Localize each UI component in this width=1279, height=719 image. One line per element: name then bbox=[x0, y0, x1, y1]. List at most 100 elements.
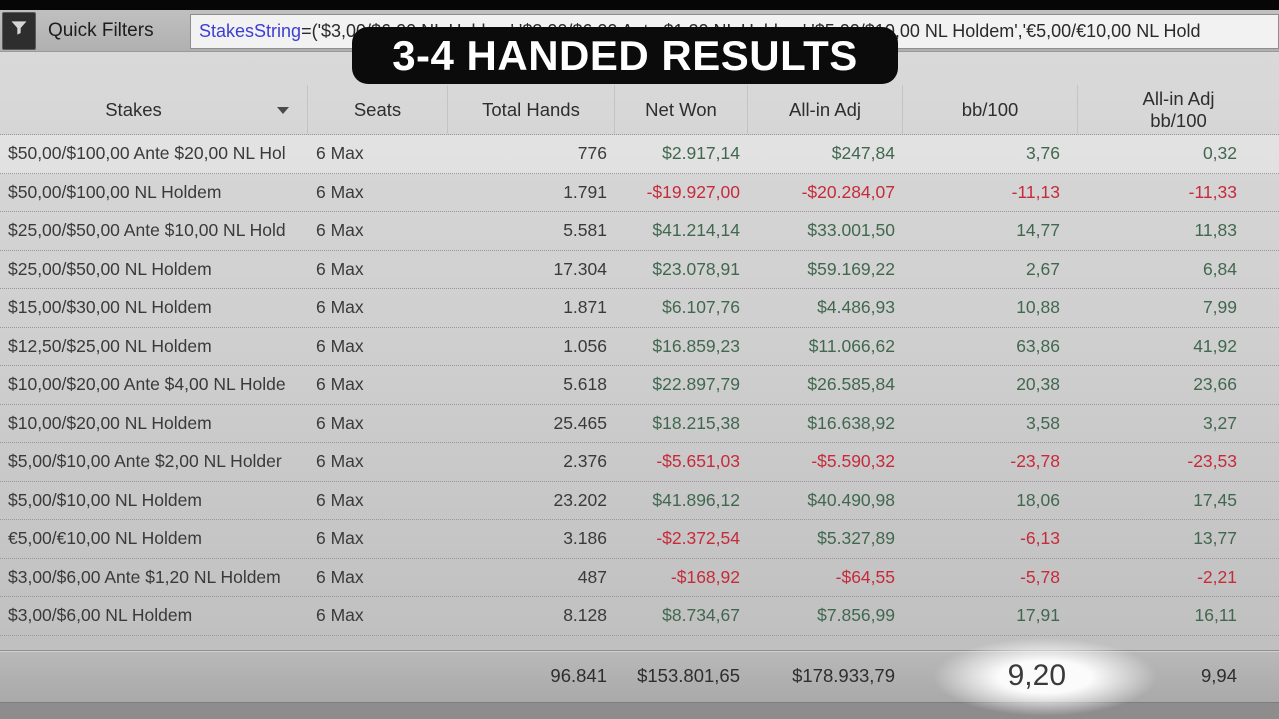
all-in-adj-bb100-header-line2: bb/100 bbox=[1150, 109, 1207, 131]
totals-net-won: $153.801,65 bbox=[637, 665, 740, 686]
all-in-adj-cell: $16.638,92 bbox=[807, 412, 895, 433]
bb100-cell: 18,06 bbox=[1016, 489, 1060, 510]
table-row[interactable]: €5,00/€10,00 NL Holdem 6 Max 3.186 -$2.3… bbox=[0, 520, 1279, 559]
net-won-cell: $23.078,91 bbox=[652, 258, 740, 279]
all-in-adj-bb100-cell: 23,66 bbox=[1193, 374, 1237, 395]
bb100-cell: 14,77 bbox=[1016, 220, 1060, 241]
table-row[interactable]: $5,00/$10,00 Ante $2,00 NL Holder 6 Max … bbox=[0, 443, 1279, 482]
seats-cell: 6 Max bbox=[316, 489, 364, 510]
bb100-cell: 3,76 bbox=[1025, 143, 1060, 164]
all-in-adj-cell: $5.327,89 bbox=[817, 528, 895, 549]
column-header-bb100[interactable]: bb/100 bbox=[903, 85, 1078, 134]
all-in-adj-cell: -$64,55 bbox=[835, 566, 895, 587]
all-in-adj-bb100-cell: 17,45 bbox=[1193, 489, 1237, 510]
total-hands-cell: 5.581 bbox=[563, 220, 607, 241]
table-row[interactable]: $50,00/$100,00 NL Holdem 6 Max 1.791 -$1… bbox=[0, 174, 1279, 212]
total-hands-cell: 1.791 bbox=[563, 181, 607, 202]
net-won-cell: -$2.372,54 bbox=[656, 528, 740, 549]
table-body: $50,00/$100,00 Ante $20,00 NL Hol 6 Max … bbox=[0, 135, 1279, 636]
table-header-row: Stakes Seats Total Hands Net Won All-in … bbox=[0, 85, 1279, 135]
stakes-header-label: Stakes bbox=[105, 98, 162, 120]
all-in-adj-cell: -$20.284,07 bbox=[801, 181, 895, 202]
column-header-all-in-adj-bb100[interactable]: All-in Adj bb/100 bbox=[1078, 85, 1279, 134]
bb100-cell: 2,67 bbox=[1025, 258, 1060, 279]
table-row[interactable]: $3,00/$6,00 NL Holdem 6 Max 8.128 $8.734… bbox=[0, 597, 1279, 636]
table-row[interactable]: $25,00/$50,00 Ante $10,00 NL Hold 6 Max … bbox=[0, 212, 1279, 251]
table-row[interactable]: $12,50/$25,00 NL Holdem 6 Max 1.056 $16.… bbox=[0, 328, 1279, 366]
funnel-icon bbox=[9, 18, 29, 43]
totals-row: 96.841 $153.801,65 $178.933,79 9,20 9,94 bbox=[0, 622, 1279, 719]
column-header-all-in-adj[interactable]: All-in Adj bbox=[748, 85, 903, 134]
total-hands-cell: 8.128 bbox=[563, 605, 607, 626]
column-header-seats[interactable]: Seats bbox=[308, 85, 448, 134]
seats-cell: 6 Max bbox=[316, 258, 364, 279]
sort-arrow-icon[interactable] bbox=[277, 106, 289, 114]
all-in-adj-bb100-cell: 16,11 bbox=[1194, 605, 1238, 626]
stakes-cell: $5,00/$10,00 Ante $2,00 NL Holder bbox=[8, 451, 282, 472]
all-in-adj-cell: $59.169,22 bbox=[807, 258, 895, 279]
all-in-adj-bb100-cell: 7,99 bbox=[1202, 297, 1237, 318]
stakes-cell: €5,00/€10,00 NL Holdem bbox=[8, 528, 202, 549]
table-row[interactable]: $15,00/$30,00 NL Holdem 6 Max 1.871 $6.1… bbox=[0, 289, 1279, 328]
all-in-adj-cell: $40.490,98 bbox=[807, 489, 895, 510]
seats-cell: 6 Max bbox=[316, 181, 364, 202]
all-in-adj-bb100-cell: -11,33 bbox=[1188, 181, 1237, 202]
seats-cell: 6 Max bbox=[316, 605, 364, 626]
all-in-adj-cell: $11.066,62 bbox=[808, 335, 895, 356]
table-row[interactable]: $3,00/$6,00 Ante $1,20 NL Holdem 6 Max 4… bbox=[0, 559, 1279, 597]
stakes-cell: $10,00/$20,00 NL Holdem bbox=[8, 412, 212, 433]
filter-button[interactable] bbox=[2, 11, 36, 50]
filter-key-text: StakesString bbox=[199, 21, 302, 41]
total-hands-cell: 3.186 bbox=[563, 528, 607, 549]
stakes-cell: $15,00/$30,00 NL Holdem bbox=[8, 297, 212, 318]
seats-cell: 6 Max bbox=[316, 143, 364, 164]
table-row[interactable]: $50,00/$100,00 Ante $20,00 NL Hol 6 Max … bbox=[0, 135, 1279, 174]
totals-total-hands: 96.841 bbox=[550, 665, 607, 686]
seats-cell: 6 Max bbox=[316, 335, 364, 356]
all-in-adj-bb100-header-line1: All-in Adj bbox=[1142, 88, 1215, 110]
all-in-adj-bb100-cell: 13,77 bbox=[1193, 528, 1237, 549]
results-table: Stakes Seats Total Hands Net Won All-in … bbox=[0, 52, 1279, 719]
table-row[interactable]: $10,00/$20,00 NL Holdem 6 Max 25.465 $18… bbox=[0, 405, 1279, 443]
bb100-cell: 17,91 bbox=[1016, 605, 1060, 626]
stakes-cell: $50,00/$100,00 NL Holdem bbox=[8, 181, 222, 202]
total-hands-cell: 776 bbox=[577, 143, 607, 164]
top-black-strip bbox=[0, 0, 1279, 10]
all-in-adj-bb100-cell: 0,32 bbox=[1202, 143, 1237, 164]
video-title-banner: 3-4 HANDED RESULTS bbox=[352, 27, 898, 84]
column-header-stakes[interactable]: Stakes bbox=[0, 85, 308, 134]
banner-title: 3-4 HANDED RESULTS bbox=[392, 31, 858, 79]
net-won-cell: $8.734,67 bbox=[662, 605, 740, 626]
stakes-cell: $25,00/$50,00 NL Holdem bbox=[8, 258, 212, 279]
all-in-adj-bb100-cell: 41,92 bbox=[1193, 335, 1237, 356]
total-hands-cell: 1.871 bbox=[563, 297, 607, 318]
totals-all-in-adj: $178.933,79 bbox=[792, 665, 895, 686]
table-row[interactable]: $10,00/$20,00 Ante $4,00 NL Holde 6 Max … bbox=[0, 366, 1279, 405]
net-won-cell: $6.107,76 bbox=[662, 297, 740, 318]
net-won-cell: $16.859,23 bbox=[652, 335, 740, 356]
column-header-net-won[interactable]: Net Won bbox=[615, 85, 748, 134]
all-in-adj-bb100-cell: 11,83 bbox=[1194, 220, 1238, 241]
seats-cell: 6 Max bbox=[316, 528, 364, 549]
stakes-cell: $12,50/$25,00 NL Holdem bbox=[8, 335, 212, 356]
total-hands-cell: 2.376 bbox=[563, 451, 607, 472]
all-in-adj-bb100-cell: 6,84 bbox=[1202, 258, 1237, 279]
bb100-header-label: bb/100 bbox=[961, 98, 1019, 120]
bb100-cell: 63,86 bbox=[1016, 335, 1060, 356]
bb100-cell: -11,13 bbox=[1011, 181, 1060, 202]
net-won-cell: $41.214,14 bbox=[652, 220, 740, 241]
seats-cell: 6 Max bbox=[316, 451, 364, 472]
seats-cell: 6 Max bbox=[316, 412, 364, 433]
column-header-total-hands[interactable]: Total Hands bbox=[448, 85, 615, 134]
totals-bb100: 9,20 bbox=[1007, 659, 1066, 692]
table-row[interactable]: $25,00/$50,00 NL Holdem 6 Max 17.304 $23… bbox=[0, 251, 1279, 289]
net-won-cell: $2.917,14 bbox=[662, 143, 740, 164]
total-hands-cell: 5.618 bbox=[563, 374, 607, 395]
net-won-cell: -$5.651,03 bbox=[656, 451, 740, 472]
table-row[interactable]: $5,00/$10,00 NL Holdem 6 Max 23.202 $41.… bbox=[0, 482, 1279, 520]
all-in-adj-cell: $4.486,93 bbox=[817, 297, 895, 318]
all-in-adj-header-label: All-in Adj bbox=[789, 98, 861, 120]
total-hands-cell: 17.304 bbox=[553, 258, 607, 279]
all-in-adj-bb100-cell: 3,27 bbox=[1202, 412, 1237, 433]
